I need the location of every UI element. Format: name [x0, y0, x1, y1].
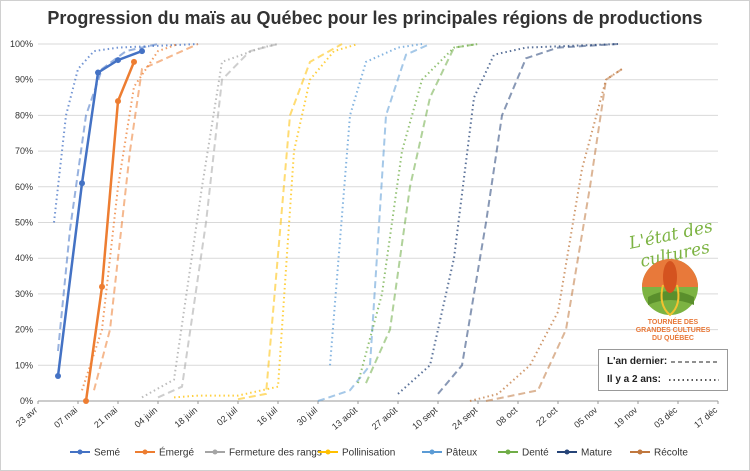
point-seme: [115, 57, 121, 64]
series-seme-last-year: [57, 43, 159, 352]
legend-marker: [77, 449, 83, 455]
x-tick-label: 19 nov: [612, 405, 640, 430]
etat-des-cultures-logo: L'état des cultures TOURNÉE DES GRANDES …: [608, 217, 738, 350]
x-tick-label: 21 mai: [92, 405, 119, 430]
point-seme: [139, 48, 145, 55]
x-tick-label: 16 juil: [255, 405, 279, 428]
legend-label: Émergé: [159, 446, 194, 459]
x-tick-label: 03 déc: [652, 405, 680, 430]
y-tick-label: 30%: [15, 289, 33, 299]
legend-label: Mature: [581, 448, 613, 459]
legend-marker: [325, 449, 331, 455]
series-mature-last-year: [437, 43, 619, 395]
logo-line-2: GRANDES CULTURES: [635, 327, 711, 334]
series-recolte-last-year: [485, 68, 623, 402]
chart-title: Progression du maïs au Québec pour les p…: [47, 8, 703, 28]
point-emerge: [115, 98, 121, 105]
series-emerge-current: [84, 61, 136, 402]
y-tick-label: 70%: [15, 146, 33, 156]
series-seme-current: [56, 49, 143, 377]
x-tick-label: 13 août: [330, 405, 360, 432]
logo-line-1: TOURNÉE DES: [647, 319, 699, 326]
point-emerge: [131, 58, 137, 65]
y-tick-label: 100%: [10, 39, 33, 49]
point-seme: [95, 69, 101, 76]
y-tick-label: 90%: [15, 75, 33, 85]
line-style-note: L'an dernier: Il y a 2 ans:: [598, 349, 728, 391]
point-emerge: [99, 283, 105, 290]
x-tick-label: 17 déc: [692, 405, 720, 430]
series-pollinisation-last-year: [237, 43, 343, 401]
x-tick-label: 02 juil: [215, 405, 239, 428]
series-fermeture-des-rangs-last-year: [157, 43, 279, 399]
note-line-samples: [669, 361, 719, 381]
series-recolte-two-years: [469, 68, 623, 402]
legend-marker: [637, 449, 643, 455]
series-pateux-last-year: [317, 43, 431, 402]
y-tick-label: 60%: [15, 182, 33, 192]
legend-label: Denté: [522, 448, 549, 459]
x-tick-label: 23 avr: [14, 405, 40, 429]
legend-label: Fermeture des rangs: [229, 448, 322, 459]
logo-line-3: DU QUÉBEC: [651, 335, 694, 342]
legend-label: Semé: [94, 448, 121, 459]
x-tick-label: 05 nov: [572, 405, 600, 430]
legend-marker: [505, 449, 511, 455]
x-tick-label: 30 juil: [295, 405, 319, 428]
series-emerge-two-years: [81, 43, 179, 391]
point-emerge: [83, 398, 89, 404]
legend-marker: [564, 449, 570, 455]
series-dente-two-years: [357, 43, 479, 384]
x-tick-label: 27 août: [370, 405, 400, 432]
y-tick-label: 80%: [15, 110, 33, 120]
y-tick-label: 40%: [15, 253, 33, 263]
y-tick-label: 10%: [15, 360, 33, 370]
x-tick-label: 07 mai: [52, 405, 79, 430]
legend-label: Récolte: [654, 448, 688, 459]
x-tick-label: 18 juin: [173, 405, 200, 430]
x-tick-label: 24 sept: [450, 405, 479, 432]
legend-label: Pâteux: [446, 448, 477, 459]
x-tick-label: 10 sept: [410, 405, 439, 432]
legend-label: Pollinisation: [342, 448, 395, 459]
point-seme: [79, 180, 85, 187]
point-seme: [55, 373, 61, 380]
series-fermeture-des-rangs-two-years: [141, 43, 279, 399]
y-tick-label: 0%: [20, 396, 33, 406]
series-emerge-last-year: [93, 43, 199, 391]
y-tick-label: 50%: [15, 218, 33, 228]
series-seme-two-years: [53, 43, 199, 223]
y-tick-label: 20%: [15, 325, 33, 335]
note-last-year: L'an dernier:: [607, 356, 668, 367]
legend-marker: [429, 449, 435, 455]
note-two-years: Il y a 2 ans:: [607, 374, 661, 385]
series-dente-last-year: [365, 43, 479, 384]
series-pollinisation-two-years: [173, 43, 359, 399]
x-tick-label: 08 oct: [494, 405, 520, 429]
legend-marker: [142, 449, 148, 455]
legend-marker: [212, 449, 218, 455]
corn-emblem-icon: [642, 259, 698, 317]
x-tick-label: 04 juin: [133, 405, 160, 430]
series-pateux-two-years: [329, 43, 423, 366]
x-tick-label: 22 oct: [534, 405, 560, 429]
